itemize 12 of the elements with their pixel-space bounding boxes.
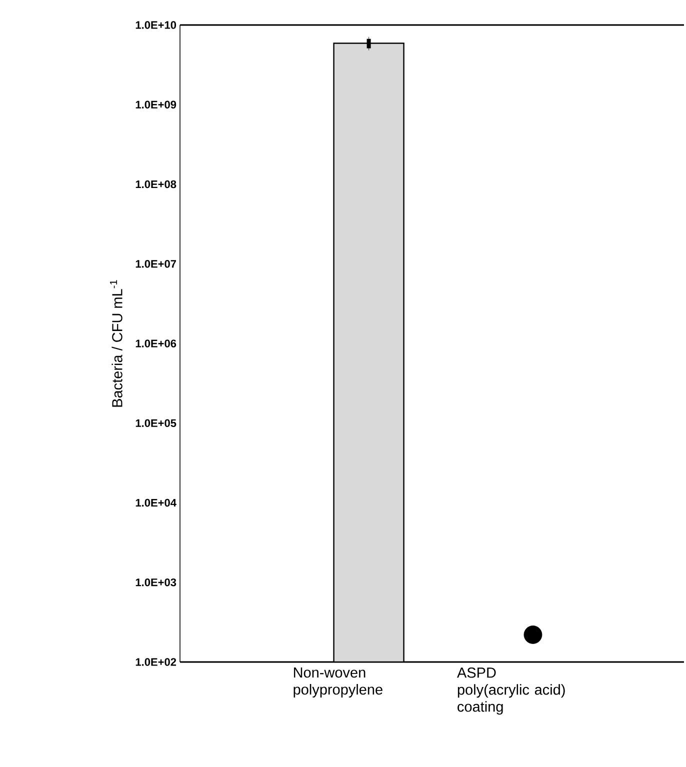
y-axis-title: Bacteria / CFU mL$^{-1}$: [110, 280, 122, 407]
x-tick-label: ASPD poly(acrylic acid) coating: [457, 668, 565, 715]
y-tick-label: 1.0E+05: [136, 419, 176, 428]
y-tick-label: 1.0E+03: [136, 578, 176, 586]
y-tick-label: 1.0E+04: [136, 498, 176, 507]
y-tick-label: 1.0E+10: [136, 21, 176, 29]
y-tick-label: 1.0E+02: [136, 658, 176, 666]
y-tick-label: 1.0E+08: [136, 180, 176, 188]
y-tick-label: 1.0E+07: [136, 260, 176, 268]
y-tick-label: 1.0E+06: [136, 340, 176, 348]
x-tick-label: Non-woven polypropylene: [294, 668, 382, 698]
y-tick-label: 1.0E+09: [136, 100, 176, 109]
